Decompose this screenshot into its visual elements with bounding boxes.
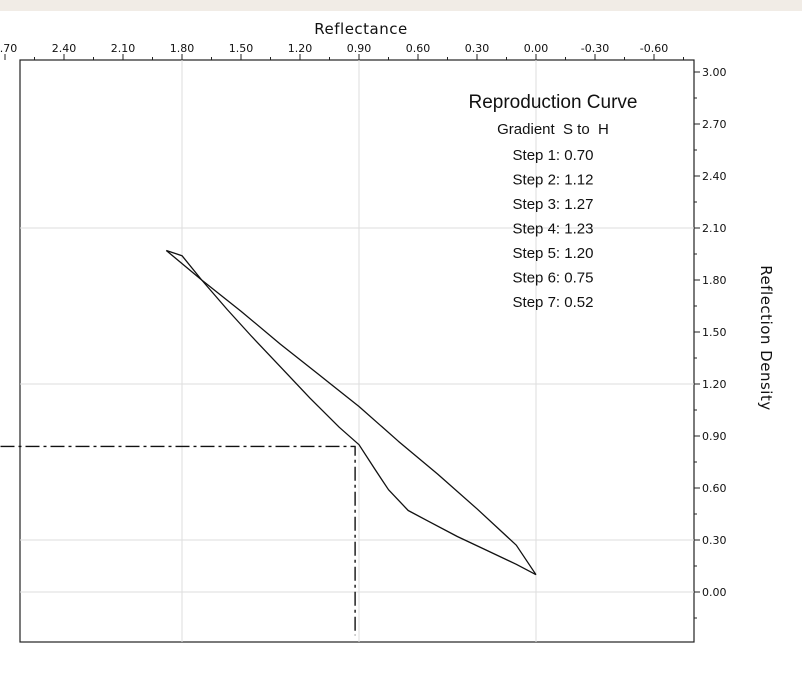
x-tick-label: 1.80: [170, 42, 195, 55]
x-tick-label: 0.30: [465, 42, 490, 55]
x-tick-label: 1.20: [288, 42, 313, 55]
x-axis-title: Reflectance: [314, 20, 407, 38]
gridlines: [20, 60, 694, 642]
x-tick-label: 0.90: [347, 42, 372, 55]
annotation-step-line: Step 7: 0.52: [513, 294, 594, 311]
y-tick-label: 0.90: [702, 430, 727, 443]
x-tick-label: 1.50: [229, 42, 254, 55]
y-tick-labels: 3.00 2.70 2.40 2.10 1.80 1.50 1.20 0.90 0.60 0.30…: [702, 66, 727, 599]
annotation-steps: Step 1: 0.70 Step 2: 1.12 Step 3: 1.27 Step…: [513, 147, 594, 311]
annotation-step-line: Step 2: 1.12: [513, 172, 594, 189]
x-tick-labels: 2.70 2.40 2.10 1.80 1.50 1.20 0.90 0.60 0.30 0.00…: [0, 42, 668, 55]
annotation-step-line: Step 4: 1.23: [513, 221, 594, 238]
reference-dashdot-line: [0, 445, 356, 636]
x-tick-label: 0.00: [524, 42, 549, 55]
curve-line-2: [166, 249, 537, 576]
annotation-step-line: Step 6: 0.75: [513, 270, 594, 287]
plot-frame: [19, 59, 695, 643]
y-tick-label: 3.00: [702, 66, 727, 79]
y-tick-label: 1.80: [702, 274, 727, 287]
y-tick-label: 2.10: [702, 222, 727, 235]
annotation-subtitle: Gradient S to H: [497, 121, 609, 138]
x-tick-label: 2.10: [111, 42, 136, 55]
annotation-step-line: Step 5: 1.20: [513, 245, 594, 262]
y-tick-label: 2.40: [702, 170, 727, 183]
y-tick-label: 0.30: [702, 534, 727, 547]
axis-ticks: [4, 54, 700, 619]
annotation-step-line: Step 3: 1.27: [513, 196, 594, 213]
y-axis-title: Reflection Density: [757, 265, 775, 410]
y-tick-label: 2.70: [702, 118, 727, 131]
annotation-step-line: Step 1: 0.70: [513, 147, 594, 164]
x-tick-label: 0.60: [406, 42, 431, 55]
annotation-title: Reproduction Curve: [469, 92, 638, 113]
series-lines: [0, 249, 537, 636]
x-tick-label: 2.70: [0, 42, 17, 55]
x-tick-label: 2.40: [52, 42, 77, 55]
x-tick-label: -0.30: [581, 42, 609, 55]
y-tick-label: 1.20: [702, 378, 727, 391]
top-strip: [0, 0, 802, 11]
annotation-box: Reproduction Curve Gradient S to H Step …: [469, 92, 638, 311]
y-tick-label: 1.50: [702, 326, 727, 339]
y-tick-label: 0.00: [702, 586, 727, 599]
x-tick-label: -0.60: [640, 42, 668, 55]
curve-line-1: [165, 250, 537, 576]
y-tick-label: 0.60: [702, 482, 727, 495]
